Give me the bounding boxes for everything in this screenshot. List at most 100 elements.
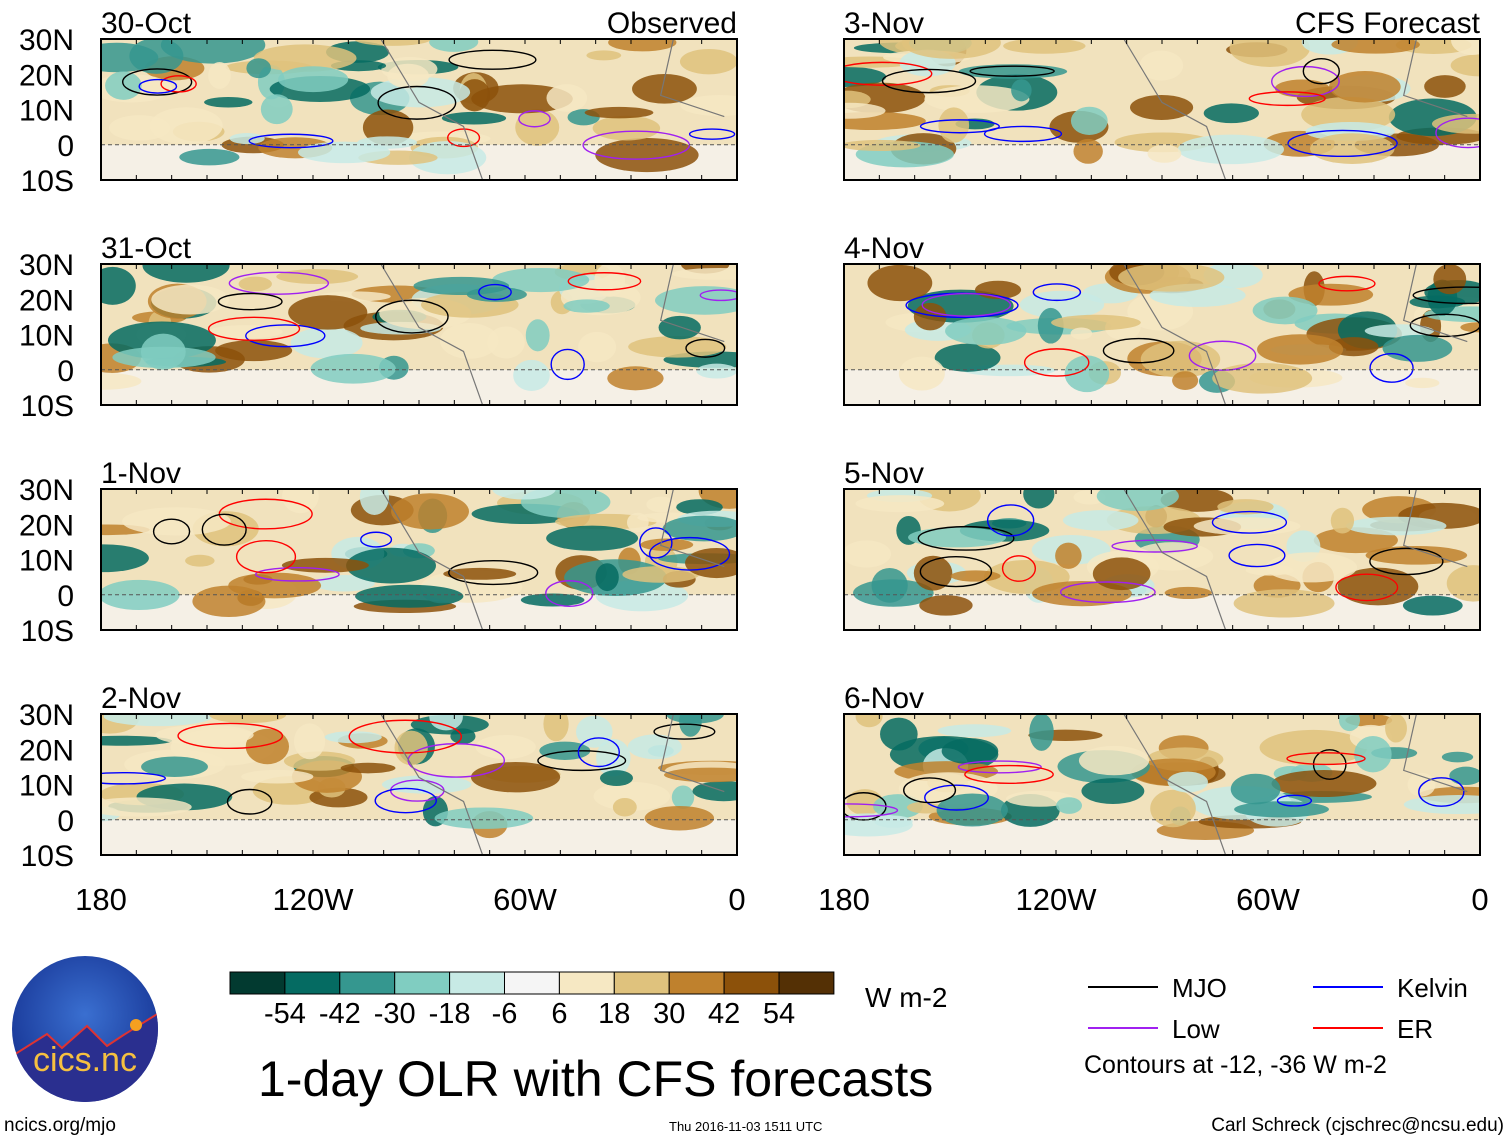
wave-contour — [177, 722, 284, 750]
wave-contour — [1435, 117, 1480, 149]
cics-logo: cics.nc — [12, 956, 158, 1102]
olr-anomaly-blob — [628, 336, 727, 358]
olr-anomaly-blob — [340, 762, 396, 774]
olr-anomaly-blob — [142, 264, 230, 283]
olr-anomaly-blob — [1382, 334, 1453, 362]
olr-anomaly-blob — [671, 785, 695, 810]
olr-anomaly-blob — [160, 39, 266, 64]
olr-anomaly-blob — [112, 346, 216, 369]
olr-anomaly-blob — [185, 554, 215, 567]
olr-anomaly-blob — [592, 115, 661, 141]
olr-anomaly-blob — [924, 85, 1030, 113]
olr-anomaly-blob — [655, 286, 737, 315]
olr-anomaly-blob — [151, 284, 230, 315]
olr-anomaly-blob — [1433, 264, 1467, 295]
olr-anomaly-blob — [1450, 39, 1480, 55]
olr-anomaly-blob — [260, 94, 293, 125]
legend-label: MJO — [1172, 973, 1227, 1003]
olr-anomaly-blob — [938, 107, 970, 143]
y-tick-label: 10S — [21, 840, 74, 873]
olr-anomaly-blob — [1288, 283, 1374, 306]
olr-anomaly-blob — [487, 326, 525, 359]
y-tick-label: 20N — [19, 734, 74, 767]
timestamp: Thu 2016-11-03 1511 UTC — [669, 1119, 823, 1134]
panel-date: 5-Nov — [844, 457, 924, 490]
wave-contour — [881, 68, 977, 94]
olr-anomaly-blob — [941, 738, 999, 765]
olr-anomaly-blob — [844, 102, 886, 119]
y-tick-label: 10N — [19, 770, 74, 803]
olr-anomaly-blob — [1140, 340, 1221, 378]
svg-text:cics.nc: cics.nc — [33, 1041, 137, 1079]
olr-anomaly-blob — [1346, 516, 1447, 536]
panel-date: 4-Nov — [844, 232, 924, 265]
olr-anomaly-blob — [1003, 39, 1086, 54]
legend-label: Low — [1172, 1014, 1220, 1044]
wave-contour — [550, 348, 585, 381]
olr-anomaly-blob — [945, 316, 1027, 346]
olr-anomaly-blob — [1081, 778, 1145, 805]
olr-anomaly-blob — [1118, 264, 1225, 292]
olr-anomaly-blob — [576, 715, 613, 748]
olr-anomaly-blob — [354, 39, 431, 46]
olr-anomaly-blob — [179, 148, 240, 166]
wave-contour — [360, 531, 393, 548]
olr-anomaly-blob — [1450, 54, 1480, 77]
wave-contour — [374, 787, 437, 814]
wave-contour — [1023, 348, 1090, 377]
olr-anomaly-blob — [679, 48, 737, 75]
olr-anomaly-blob — [1011, 79, 1032, 102]
wave-contour — [217, 292, 283, 311]
olr-anomaly-blob — [901, 39, 1001, 59]
olr-anomaly-blob — [101, 372, 142, 390]
wave-contour — [685, 338, 726, 358]
x-tick-label: 120W — [273, 882, 355, 917]
olr-anomaly-blob — [492, 267, 590, 293]
olr-anomaly-blob — [1337, 567, 1419, 606]
wave-contour — [245, 324, 326, 348]
olr-anomaly-blob — [855, 714, 883, 728]
wave-contour — [152, 518, 191, 545]
olr-anomaly-blob — [293, 723, 326, 760]
wave-contour — [1102, 337, 1175, 364]
wave-contour — [377, 85, 457, 120]
colorbar: -54 -42 -30 -18 -6 6 18 30 42 54 — [229, 971, 835, 1030]
olr-anomaly-blob — [429, 39, 479, 52]
logo-mountains-icon: cics.nc — [12, 1012, 158, 1102]
olr-anomaly-blob — [844, 139, 921, 151]
olr-anomaly-blob — [1230, 773, 1281, 805]
olr-anomaly-blob — [1441, 751, 1474, 763]
colorbar-swatch — [339, 971, 396, 995]
wave-contour — [226, 788, 273, 815]
map-panel-4-Nov: 4-Nov — [843, 232, 1481, 406]
x-tick-label: 180 — [75, 882, 127, 917]
olr-anomaly-blob — [913, 302, 947, 331]
wave-contour — [1286, 752, 1366, 766]
olr-anomaly-blob — [394, 730, 428, 766]
olr-anomaly-blob — [1338, 714, 1361, 732]
olr-anomaly-blob — [1446, 565, 1480, 602]
olr-anomaly-blob — [1160, 489, 1234, 512]
olr-anomaly-blob — [594, 264, 626, 297]
olr-anomaly-blob — [1037, 307, 1064, 344]
url-link[interactable]: ncics.org/mjo — [4, 1115, 116, 1136]
olr-anomaly-blob — [906, 801, 946, 814]
olr-anomaly-blob — [466, 287, 527, 302]
colorbar-level-label: 54 — [763, 998, 795, 1030]
olr-anomaly-blob — [141, 756, 208, 777]
wave-contour — [964, 764, 1054, 785]
coastline — [380, 714, 725, 855]
wave-contour — [903, 777, 957, 804]
olr-anomaly-blob — [612, 797, 637, 817]
olr-anomaly-blob — [1172, 371, 1199, 391]
wave-contour — [1335, 573, 1399, 602]
wave-contour — [1418, 777, 1465, 807]
olr-anomaly-blob — [208, 62, 231, 89]
olr-anomaly-blob — [578, 331, 617, 363]
olr-anomaly-blob — [1259, 729, 1368, 766]
olr-anomaly-blob — [1147, 144, 1182, 163]
olr-anomaly-blob — [622, 566, 700, 583]
y-tick-label: 0 — [57, 580, 74, 613]
wave-contour — [957, 760, 1042, 774]
wave-contour — [1287, 129, 1398, 157]
